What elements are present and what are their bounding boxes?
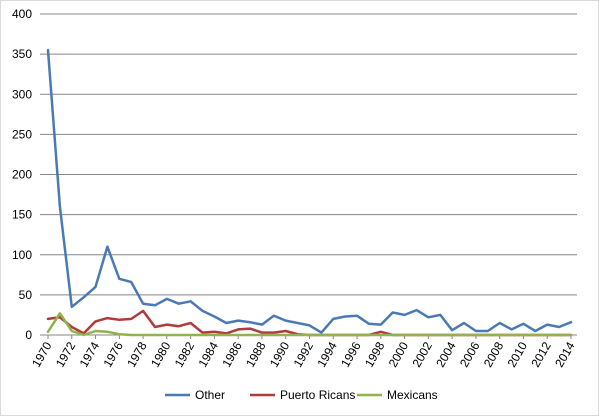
- x-tick-label: 1980: [148, 339, 174, 369]
- gridlines: [40, 13, 577, 336]
- x-tick-label: 1986: [219, 339, 245, 369]
- legend-label: Puerto Ricans: [280, 388, 355, 402]
- x-tick-label: 2006: [457, 339, 483, 369]
- y-tick-label: 200: [12, 168, 32, 182]
- x-tick-label: 2004: [433, 339, 459, 369]
- x-tick-label: 1974: [77, 339, 103, 369]
- x-tick-label: 1998: [362, 339, 388, 369]
- y-axis-tick-labels: 0 50 100 150 200 250 300 350 400: [12, 7, 32, 342]
- x-tick-label: 2002: [409, 339, 435, 369]
- x-tick-label: 1984: [196, 339, 222, 369]
- x-tick-label: 1990: [267, 339, 293, 369]
- x-axis-tick-labels: 1970197219741976197819801982198419861988…: [29, 335, 578, 370]
- x-tick-label: 1978: [124, 339, 150, 369]
- x-tick-label: 1996: [338, 339, 364, 369]
- legend-label: Other: [195, 388, 225, 402]
- y-tick-label: 300: [12, 87, 32, 101]
- series-line-puerto-ricans: [46, 309, 573, 337]
- y-tick-label: 250: [12, 127, 32, 141]
- y-tick-label: 0: [25, 328, 32, 342]
- y-tick-label: 350: [12, 47, 32, 61]
- y-tick-label: 100: [12, 248, 32, 262]
- x-tick-label: 2000: [386, 339, 412, 369]
- y-tick-label: 50: [19, 288, 33, 302]
- x-tick-label: 2010: [505, 339, 531, 369]
- x-tick-label: 1970: [29, 339, 55, 369]
- x-tick-label: 1988: [243, 339, 269, 369]
- x-tick-label: 2008: [481, 339, 507, 369]
- x-tick-label: 1976: [100, 339, 126, 369]
- y-tick-label: 400: [12, 7, 32, 21]
- series-lines: [46, 48, 573, 337]
- series-line-other: [46, 48, 573, 334]
- legend-label: Mexicans: [387, 388, 438, 402]
- x-tick-label: 1994: [314, 339, 340, 369]
- x-tick-label: 2014: [552, 339, 578, 369]
- y-tick-label: 150: [12, 208, 32, 222]
- x-tick-label: 2012: [528, 339, 554, 369]
- x-tick-label: 1992: [291, 339, 317, 369]
- legend: Other Puerto Ricans Mexicans: [165, 388, 438, 402]
- x-tick-label: 1982: [172, 339, 198, 369]
- x-tick-label: 1972: [53, 339, 79, 369]
